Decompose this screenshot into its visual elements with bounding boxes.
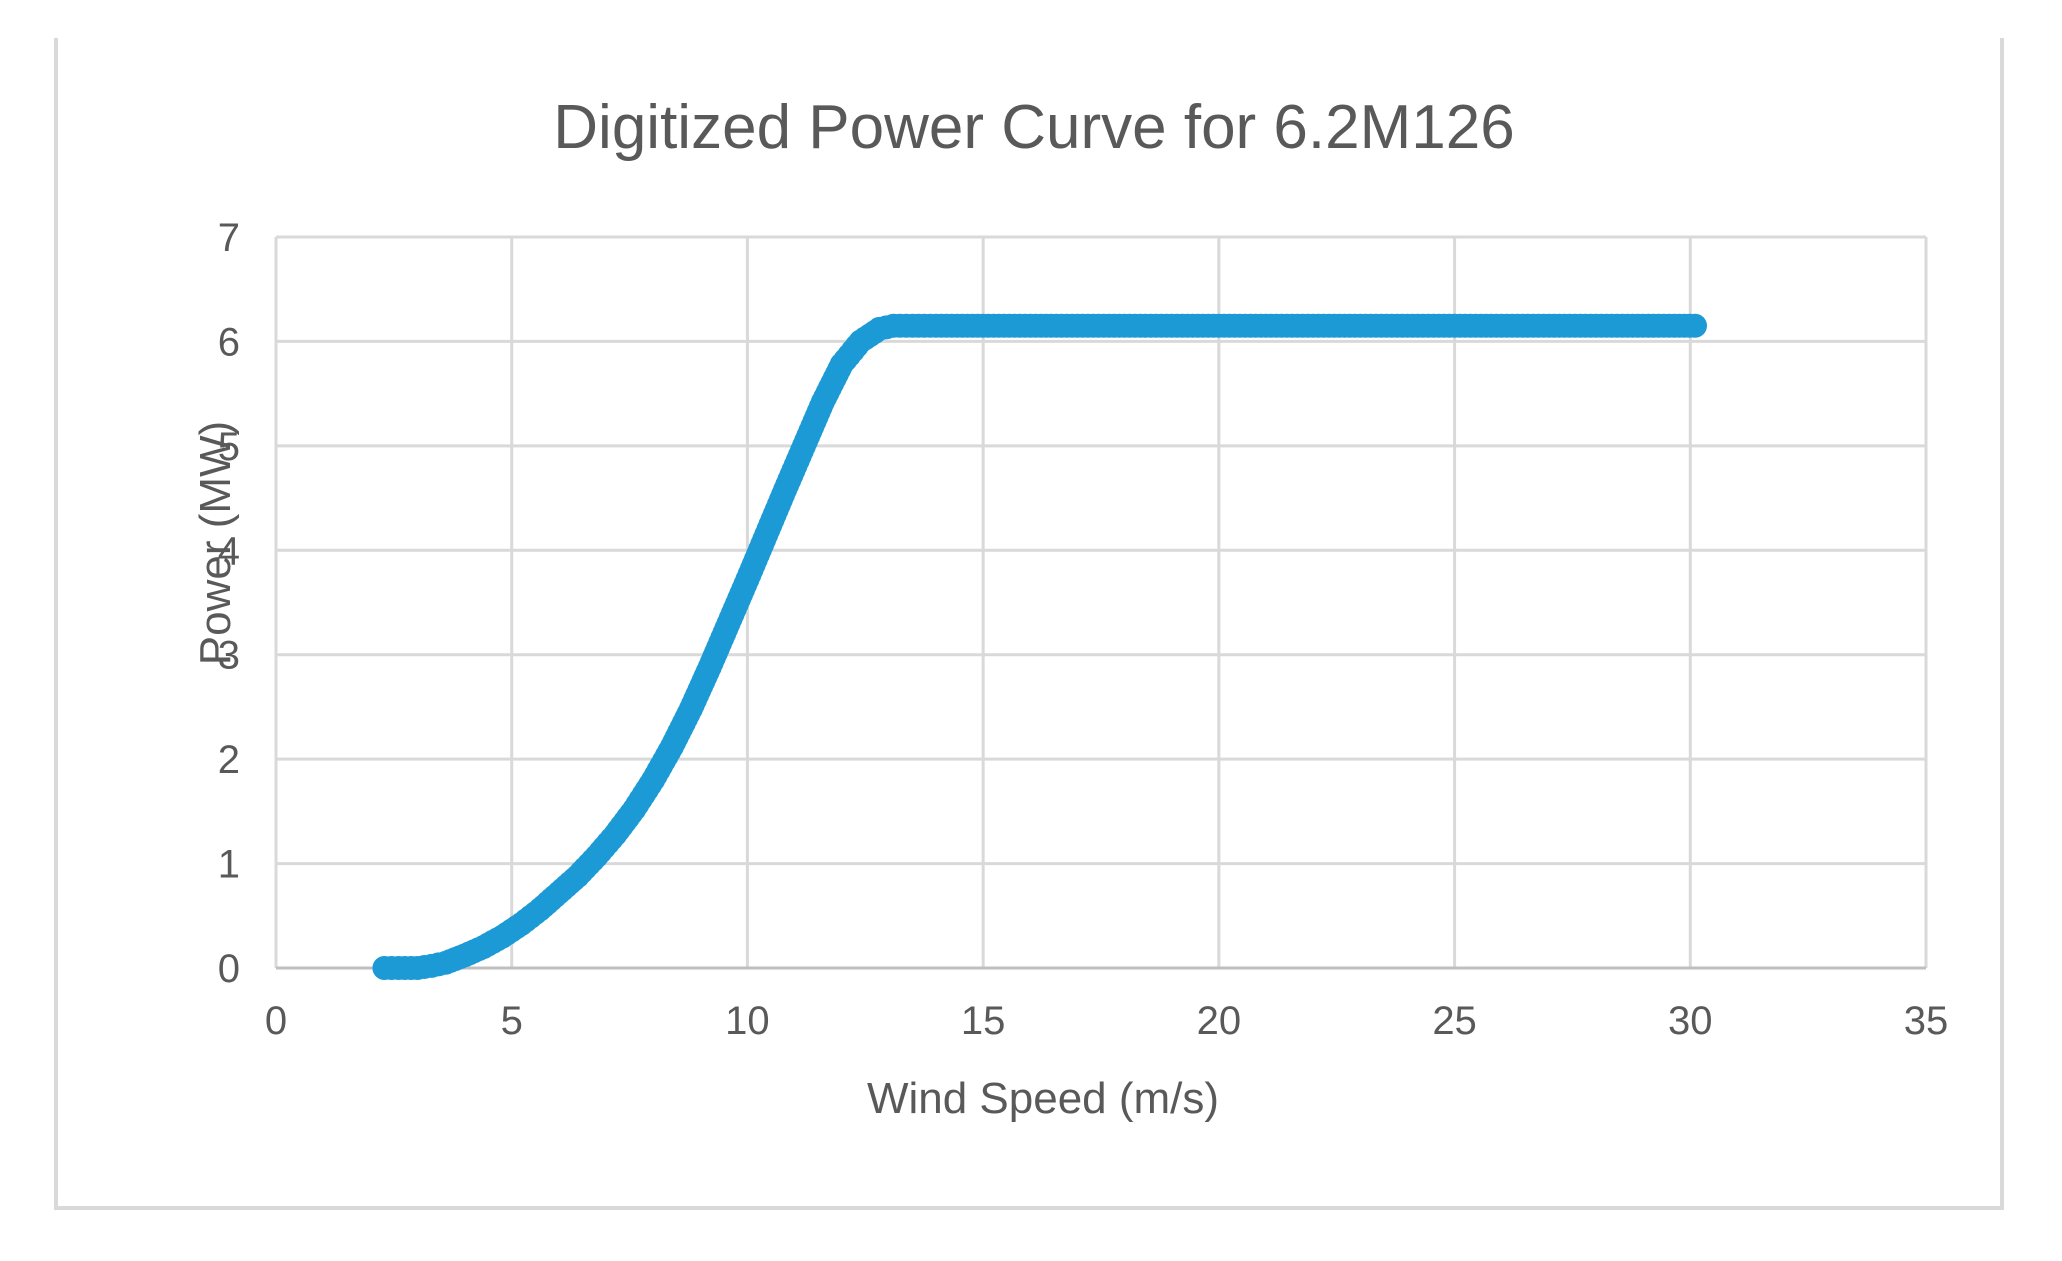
chart-frame: Digitized Power Curve for 6.2M126 0 1 2 3 4 5… xyxy=(54,38,2004,1210)
x-tick-label: 10 xyxy=(725,999,770,1043)
gridlines xyxy=(276,235,1928,968)
y-tick-label: 6 xyxy=(218,320,240,364)
y-axis-title: Power (MW) xyxy=(191,421,240,665)
x-tick-label: 35 xyxy=(1904,999,1949,1043)
x-tick-label: 5 xyxy=(501,999,523,1043)
data-points xyxy=(372,313,1707,980)
y-tick-label: 2 xyxy=(218,738,240,782)
y-tick-label: 5 xyxy=(218,425,240,469)
axes xyxy=(274,237,1926,970)
power-curve-chart: Digitized Power Curve for 6.2M126 0 1 2 3 4 5… xyxy=(191,93,1949,1123)
y-tick-label: 4 xyxy=(218,529,240,573)
y-tick-label: 3 xyxy=(218,634,240,678)
data-point xyxy=(1683,313,1707,338)
x-tick-label: 30 xyxy=(1668,999,1713,1043)
x-tick-label: 25 xyxy=(1432,999,1477,1043)
x-tick-label: 0 xyxy=(265,999,287,1043)
x-tick-label: 15 xyxy=(961,999,1006,1043)
y-tick-label: 0 xyxy=(218,947,240,991)
x-tick-label: 20 xyxy=(1197,999,1242,1043)
y-tick-label: 1 xyxy=(218,843,240,887)
chart-title: Digitized Power Curve for 6.2M126 xyxy=(553,93,1514,162)
x-axis-title: Wind Speed (m/s) xyxy=(867,1074,1219,1123)
tick-labels: 0 1 2 3 4 5 6 7 0 5 10 15 20 25 30 35 xyxy=(218,216,1949,1043)
y-tick-label: 7 xyxy=(218,216,240,260)
